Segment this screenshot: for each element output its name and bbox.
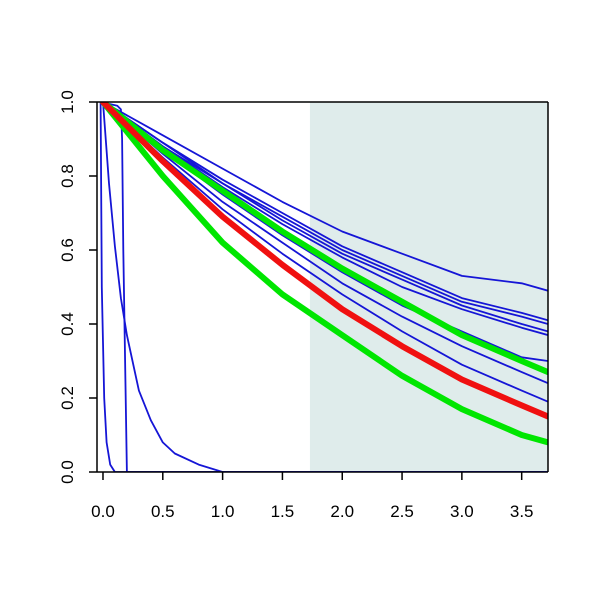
x-tick-label: 3.5	[510, 502, 534, 521]
series-line-8	[102, 102, 548, 403]
series-line-3	[102, 102, 548, 325]
y-tick-label: 0.2	[58, 386, 77, 410]
x-tick-label: 2.0	[330, 502, 354, 521]
x-axis-ticks: 0.0 0.5 1.0 1.5 2.0 2.5 3.0 3.5	[91, 472, 534, 521]
series-lines	[99, 102, 548, 472]
x-tick-label: 2.5	[390, 502, 414, 521]
series-line-14	[100, 102, 548, 420]
x-tick-label: 1.5	[271, 502, 295, 521]
y-axis-ticks: 0.0 0.2 0.4 0.6 0.8 1.0	[58, 90, 97, 484]
x-tick-label: 0.0	[91, 502, 115, 521]
y-tick-label: 0.4	[58, 312, 77, 336]
series-line-12	[100, 102, 548, 376]
x-tick-label: 3.0	[450, 502, 474, 521]
x-tick-label: 0.5	[151, 502, 175, 521]
series-line-2	[102, 102, 548, 322]
series-line-4	[102, 102, 548, 333]
y-tick-label: 0.0	[58, 460, 77, 484]
x-tick-label: 1.0	[211, 502, 235, 521]
y-tick-label: 0.6	[58, 238, 77, 262]
series-line-1	[102, 102, 548, 292]
series-line-9	[102, 102, 548, 472]
series-line-10	[99, 102, 548, 472]
series-line-5	[102, 102, 548, 336]
series-line-13	[100, 102, 548, 446]
series-line-7	[102, 102, 548, 385]
y-tick-label: 1.0	[58, 90, 77, 114]
y-tick-label: 0.8	[58, 164, 77, 188]
